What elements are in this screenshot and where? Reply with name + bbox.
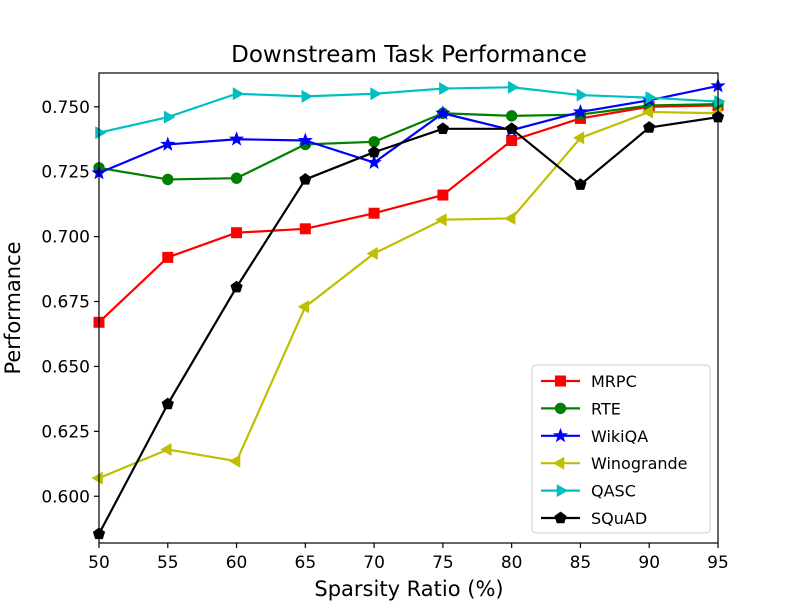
data-point-wikiqa (297, 132, 313, 147)
data-point-winogrande (572, 131, 585, 145)
legend-item-rte: RTE (541, 399, 621, 418)
y-tick-label: 0.675 (41, 293, 90, 313)
data-point-qasc (439, 82, 451, 96)
legend-label-mrpc: MRPC (591, 372, 637, 391)
y-tick-label: 0.650 (41, 357, 90, 377)
data-point-mrpc (299, 223, 311, 235)
data-point-squad (643, 121, 656, 133)
series-squad (92, 110, 725, 540)
y-axis-label: Performance (1, 241, 25, 374)
x-axis-label: Sparsity Ratio (%) (314, 577, 503, 601)
y-tick-label: 0.700 (41, 228, 90, 248)
x-tick-label: 60 (226, 553, 248, 573)
legend-label-rte: RTE (591, 399, 621, 418)
legend-item-mrpc: MRPC (541, 372, 637, 391)
y-tick-label: 0.725 (41, 163, 90, 183)
legend-marker-qasc (556, 484, 568, 498)
series-qasc (95, 80, 726, 140)
x-tick-label: 50 (88, 553, 110, 573)
data-point-winogrande (91, 471, 103, 485)
x-tick-label: 75 (432, 553, 454, 573)
data-point-winogrande (229, 454, 241, 468)
axes-layer: 50 55 60 65 70 75 80 85 90 95 0.600 0.625 0.650 0.675… (41, 98, 728, 573)
data-point-winogrande (366, 246, 378, 260)
x-tick-label: 95 (707, 553, 729, 573)
data-point-squad (436, 122, 449, 135)
series-line-wikiqa (98, 84, 719, 174)
data-point-mrpc (506, 135, 518, 147)
data-point-qasc (95, 126, 107, 140)
chart-title: Downstream Task Performance (231, 42, 587, 68)
data-point-qasc (164, 110, 176, 124)
data-point-squad (505, 122, 518, 135)
legend-item-wikiqa: WikiQA (541, 427, 648, 446)
data-point-rte (230, 172, 243, 184)
data-point-rte (368, 136, 380, 148)
data-point-squad (574, 178, 587, 190)
legend-marker-squad (554, 511, 567, 524)
data-point-qasc (232, 87, 245, 101)
series-line-mrpc (98, 104, 719, 324)
legend-marker-rte (554, 402, 567, 415)
data-point-squad (161, 397, 174, 410)
data-point-qasc (370, 87, 382, 101)
data-point-winogrande (435, 213, 447, 227)
data-point-qasc (714, 95, 726, 109)
series-layer (91, 78, 726, 540)
plot-frame (98, 72, 719, 544)
data-point-wikiqa (160, 136, 176, 151)
series-line-qasc (98, 86, 719, 134)
data-point-wikiqa (435, 105, 451, 120)
data-point-squad (368, 145, 381, 158)
data-point-qasc (645, 91, 657, 105)
data-point-wikiqa (228, 131, 245, 146)
data-point-mrpc (231, 227, 243, 239)
y-tick-label: 0.600 (41, 487, 90, 507)
legend-item-qasc: QASC (541, 482, 636, 501)
series-line-winogrande (98, 110, 719, 480)
legend: MRPC RTE WikiQA Winogrande QASC SQuAD (531, 364, 711, 534)
data-point-rte (505, 110, 518, 122)
data-point-qasc (576, 88, 588, 102)
x-tick-label: 80 (501, 553, 523, 573)
data-point-squad (299, 173, 312, 185)
y-tick-label: 0.625 (41, 422, 90, 442)
data-point-wikiqa (572, 103, 589, 119)
data-point-mrpc (368, 207, 380, 219)
data-point-winogrande (641, 105, 653, 119)
legend-marker-wikiqa (552, 427, 569, 443)
legend-marker-mrpc (555, 375, 566, 387)
data-point-squad (230, 280, 243, 293)
y-tick-label: 0.750 (41, 98, 90, 118)
data-point-winogrande (160, 443, 172, 457)
legend-label-winogrande: Winogrande (591, 454, 688, 473)
series-line-rte (98, 103, 719, 181)
data-point-rte (162, 173, 174, 186)
x-tick-label: 55 (157, 553, 179, 573)
x-tick-label: 85 (570, 553, 592, 573)
legend-item-winogrande: Winogrande (541, 454, 688, 473)
legend-label-wikiqa: WikiQA (591, 427, 648, 446)
x-tick-label: 90 (638, 553, 660, 573)
data-point-mrpc (437, 189, 449, 201)
legend-label-qasc: QASC (591, 482, 636, 501)
data-point-winogrande (504, 211, 516, 225)
legend-label-squad: SQuAD (591, 509, 647, 528)
series-winogrande (91, 105, 722, 485)
x-tick-label: 65 (295, 553, 317, 573)
data-point-qasc (507, 80, 520, 94)
data-point-wikiqa (366, 154, 382, 170)
x-tick-label: 70 (363, 553, 385, 573)
series-line-squad (98, 116, 719, 535)
data-point-mrpc (162, 251, 174, 263)
legend-item-squad: SQuAD (541, 509, 647, 528)
data-point-qasc (301, 89, 313, 103)
data-point-winogrande (297, 300, 310, 314)
legend-marker-winogrande (553, 456, 565, 470)
